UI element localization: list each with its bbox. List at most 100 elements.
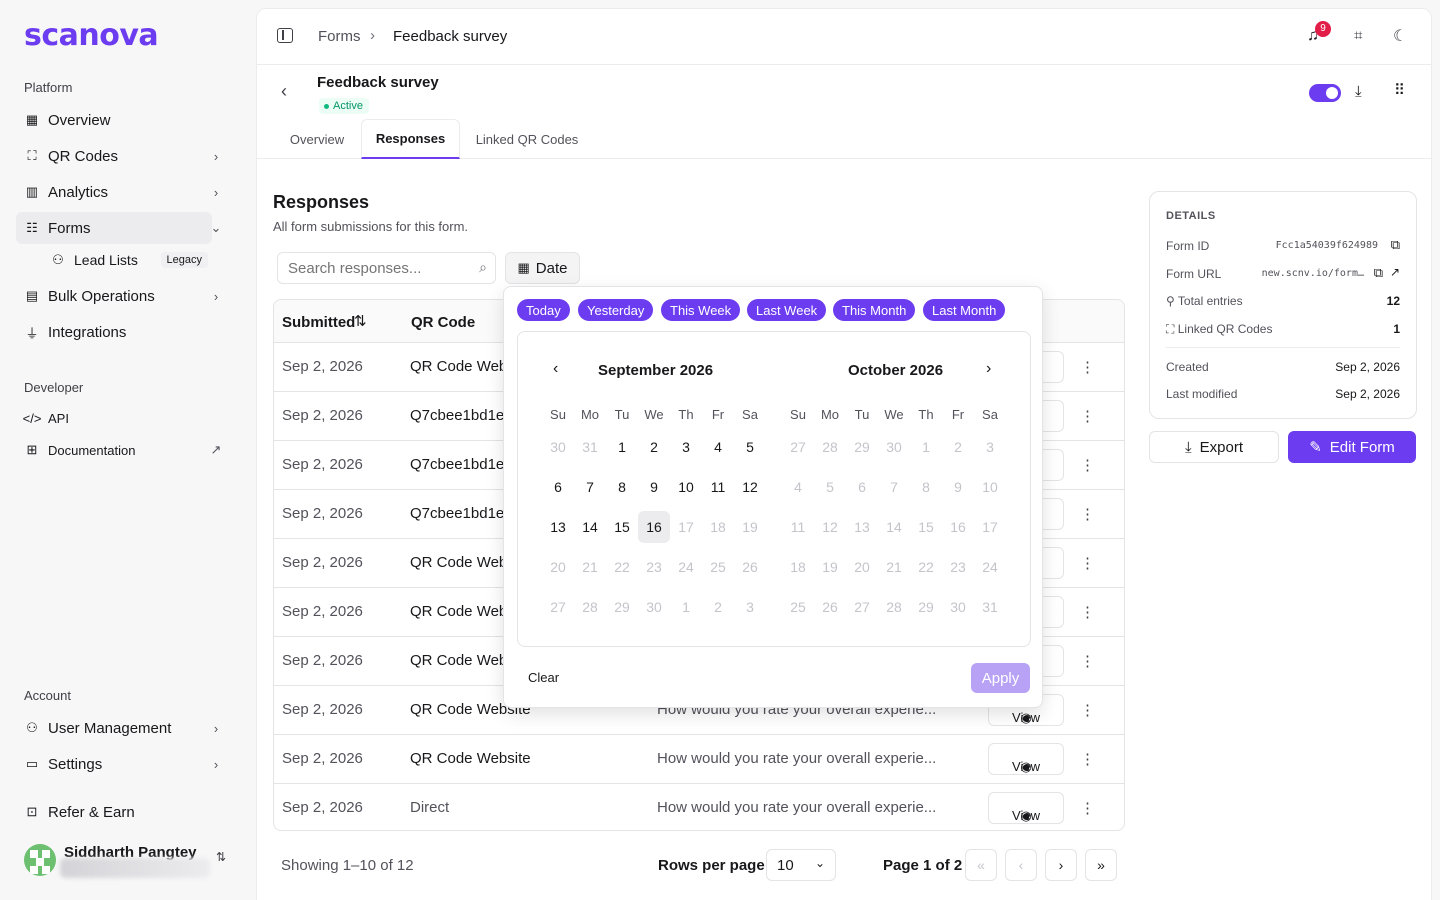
scanova-logo[interactable]: scanova [24,18,159,53]
more-options-icon[interactable]: ⋮ [1080,702,1095,719]
calendar-day[interactable]: 8 [618,479,626,495]
translate-icon[interactable]: ⌗ [1354,27,1363,44]
calendar-day[interactable]: 31 [982,599,998,615]
active-toggle[interactable] [1309,84,1341,102]
view-button[interactable]: ◉View [988,792,1064,824]
calendar-day[interactable]: 9 [650,479,658,495]
calendar-day[interactable]: 10 [678,479,694,495]
more-options-icon[interactable]: ⋮ [1080,457,1095,474]
more-options-icon[interactable]: ⋮ [1080,653,1095,670]
calendar-day[interactable]: 2 [650,439,658,455]
column-submitted[interactable]: Submitted [282,314,356,331]
moon-icon[interactable]: ☾ [1393,28,1408,45]
calendar-day[interactable]: 17 [982,519,998,535]
calendar-day[interactable]: 20 [550,559,566,575]
next-page-button[interactable]: › [1045,849,1077,881]
calendar-day[interactable]: 3 [986,439,994,455]
calendar-day[interactable]: 23 [950,559,966,575]
sidebar-item-forms[interactable]: ☷ Forms ⌄ [16,212,221,244]
calendar-day[interactable]: 19 [742,519,758,535]
preset-last-month[interactable]: Last Month [923,299,1006,321]
calendar-day[interactable]: 4 [714,439,722,455]
sidebar-item-overview[interactable]: ▦ Overview [16,104,212,136]
calendar-day[interactable]: 29 [854,439,870,455]
preset-last-week[interactable]: Last Week [747,299,827,321]
sidebar-item-integrations[interactable]: ⏚ Integrations [16,316,212,348]
calendar-day[interactable]: 5 [826,479,834,495]
calendar-day[interactable]: 11 [710,479,726,495]
clear-button[interactable]: Clear [528,670,560,685]
calendar-day[interactable]: 13 [550,519,566,535]
calendar-day[interactable]: 14 [582,519,598,535]
preset-yesterday[interactable]: Yesterday [578,299,654,321]
calendar-day[interactable]: 2 [714,599,722,615]
rows-per-page-select[interactable]: 10 ⌄ [766,849,836,881]
edit-form-button[interactable]: ✎ Edit Form [1288,431,1416,463]
calendar-day[interactable]: 15 [614,519,630,535]
more-options-icon[interactable]: ⋮ [1080,408,1095,425]
table-row[interactable]: Sep 2, 2026 Direct How would you rate your… [274,783,1124,830]
calendar-day[interactable]: 26 [742,559,758,575]
tab-linked-qr-codes[interactable]: Linked QR Codes [475,131,579,147]
calendar-day[interactable]: 16 [638,511,670,543]
sidebar-item-user-management[interactable]: ⚇ User Management › [16,712,218,744]
sidebar-item-api[interactable]: </> API [16,402,212,434]
last-page-button[interactable]: » [1085,849,1117,881]
preset-this-month[interactable]: This Month [833,299,916,321]
calendar-day[interactable]: 28 [582,599,598,615]
calendar-day[interactable]: 26 [822,599,838,615]
chevrons-up-down-icon[interactable]: ⇅ [216,850,227,864]
prev-month-button[interactable]: ‹ [553,360,559,377]
calendar-day[interactable]: 27 [854,599,870,615]
calendar-day[interactable]: 19 [822,559,838,575]
calendar-day[interactable]: 13 [854,519,870,535]
sidebar-item-documentation[interactable]: ⊞ Documentation ↗ [16,434,222,466]
sidebar-item-settings[interactable]: ▭ Settings › [16,748,218,780]
calendar-day[interactable]: 6 [858,479,866,495]
tab-overview[interactable]: Overview [289,131,345,147]
more-options-icon[interactable]: ⋮ [1080,555,1095,572]
calendar-day[interactable]: 9 [954,479,962,495]
sidebar-toggle-icon[interactable] [277,28,293,43]
sidebar-item-lead-lists[interactable]: ⚇ Lead Lists Legacy [42,244,212,276]
preset-today[interactable]: Today [517,299,570,321]
more-options-icon[interactable]: ⋮ [1080,751,1095,768]
external-link-icon[interactable]: ↗ [1389,265,1400,279]
calendar-day[interactable]: 3 [682,439,690,455]
back-arrow-icon[interactable]: ‹ [281,81,287,101]
sort-icon[interactable]: ⇅ [354,313,367,330]
calendar-day[interactable]: 16 [950,519,966,535]
calendar-day[interactable]: 30 [950,599,966,615]
sidebar-item-qr-codes[interactable]: ⛶ QR Codes › [16,140,218,172]
view-button[interactable]: ◉View [988,743,1064,775]
calendar-day[interactable]: 22 [614,559,630,575]
calendar-day[interactable]: 28 [822,439,838,455]
calendar-day[interactable]: 1 [682,599,690,615]
calendar-day[interactable]: 14 [886,519,902,535]
calendar-day[interactable]: 24 [678,559,694,575]
calendar-day[interactable]: 30 [646,599,662,615]
date-filter-button[interactable]: ▦ Date [505,252,580,284]
export-button[interactable]: ⤓ Export [1149,431,1279,463]
table-row[interactable]: Sep 2, 2026 QR Code Website How would you … [274,734,1124,783]
prev-page-button[interactable]: ‹ [1005,849,1037,881]
grid-menu-icon[interactable]: ⠿ [1394,82,1405,99]
preset-this-week[interactable]: This Week [661,299,741,321]
copy-icon[interactable]: ⧉ [1390,237,1400,252]
calendar-day[interactable]: 1 [922,439,930,455]
sidebar-item-analytics[interactable]: ▥ Analytics › [16,176,218,208]
apply-button[interactable]: Apply [971,663,1030,693]
calendar-day[interactable]: 23 [646,559,662,575]
calendar-day[interactable]: 7 [890,479,898,495]
tab-responses[interactable]: Responses [361,119,460,159]
copy-icon[interactable]: ⧉ [1373,265,1383,280]
calendar-day[interactable]: 17 [678,519,694,535]
calendar-day[interactable]: 27 [790,439,806,455]
sidebar-item-refer-earn[interactable]: ⊡ Refer & Earn [16,796,212,828]
calendar-day[interactable]: 25 [710,559,726,575]
calendar-day[interactable]: 2 [954,439,962,455]
more-options-icon[interactable]: ⋮ [1080,800,1095,817]
calendar-day[interactable]: 11 [790,519,806,535]
more-options-icon[interactable]: ⋮ [1080,359,1095,376]
download-icon[interactable]: ⤓ [1355,83,1362,100]
